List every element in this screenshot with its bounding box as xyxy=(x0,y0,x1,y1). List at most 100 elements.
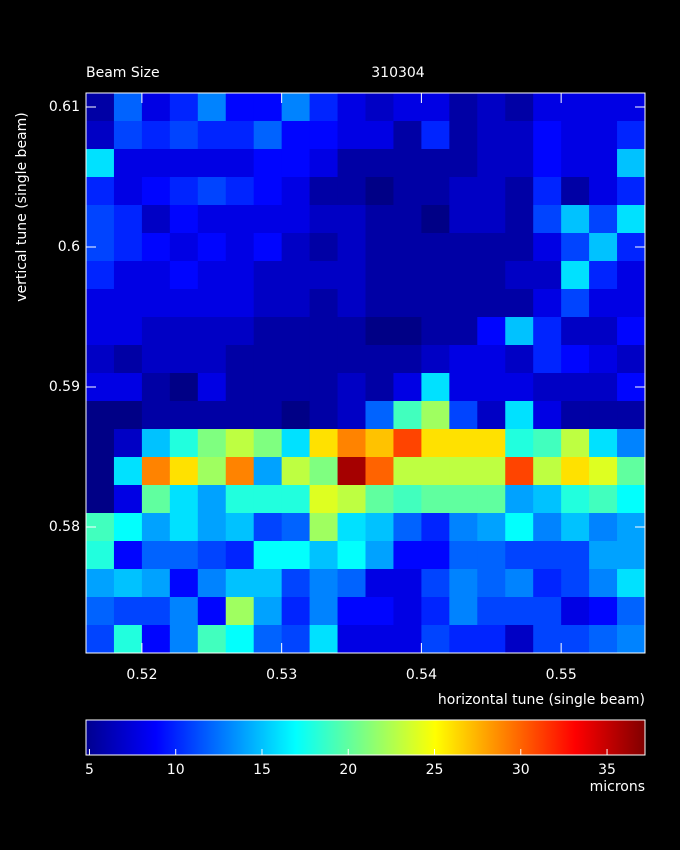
heatmap-cell xyxy=(421,429,450,458)
heatmap-cell xyxy=(533,289,562,318)
heatmap-cell xyxy=(309,597,339,626)
heatmap-cell xyxy=(309,233,339,262)
heatmap-cell xyxy=(449,597,478,626)
heatmap-cell xyxy=(449,625,478,654)
heatmap-cell xyxy=(393,121,422,150)
heatmap-cell xyxy=(617,597,646,626)
heatmap-cell xyxy=(477,121,506,150)
heatmap-cell xyxy=(337,429,366,458)
colorbar-tick-label: 30 xyxy=(512,762,530,778)
colorbar-tick-label: 20 xyxy=(339,762,357,778)
heatmap-cell xyxy=(477,93,506,122)
heatmap-cell xyxy=(533,93,562,122)
heatmap-cell xyxy=(365,569,394,598)
heatmap-cell xyxy=(561,289,590,318)
heatmap-cell xyxy=(337,513,366,542)
y-axis-label: vertical tune (single beam) xyxy=(14,112,30,302)
heatmap-cell xyxy=(393,485,422,514)
heatmap-cell xyxy=(365,317,394,346)
heatmap-cell xyxy=(477,205,506,234)
heatmap-cell xyxy=(421,401,450,430)
heatmap-cell xyxy=(561,149,590,178)
heatmap-cell xyxy=(86,597,115,626)
heatmap-cell xyxy=(477,625,506,654)
heatmap-cell xyxy=(449,373,478,402)
heatmap-cell xyxy=(113,485,143,514)
heatmap-cell xyxy=(421,177,450,206)
heatmap-cell xyxy=(309,205,339,234)
heatmap-cell xyxy=(617,317,646,346)
heatmap-cell xyxy=(449,121,478,150)
heatmap-cell xyxy=(449,429,478,458)
heatmap-cell xyxy=(449,93,478,122)
heatmap-cell xyxy=(505,317,534,346)
heatmap-cell xyxy=(281,373,311,402)
heatmap-cell xyxy=(617,289,646,318)
heatmap-cell xyxy=(197,233,227,262)
heatmap-cell xyxy=(197,93,227,122)
heatmap-cell xyxy=(617,205,646,234)
heatmap-cell xyxy=(337,177,366,206)
heatmap-cell xyxy=(561,429,590,458)
heatmap-cell xyxy=(561,569,590,598)
heatmap-cell xyxy=(365,93,394,122)
heatmap-cell xyxy=(253,597,283,626)
heatmap-cell xyxy=(561,261,590,290)
heatmap-cell xyxy=(113,457,143,486)
colorbar-tick-label: 15 xyxy=(253,762,271,778)
heatmap-cell xyxy=(505,457,534,486)
heatmap-cell xyxy=(393,317,422,346)
heatmap-cell xyxy=(309,625,339,654)
heatmap-cell xyxy=(141,457,171,486)
heatmap-cell xyxy=(113,429,143,458)
heatmap-cell xyxy=(561,205,590,234)
heatmap-cell xyxy=(225,317,255,346)
heatmap-cell xyxy=(253,233,283,262)
heatmap-cell xyxy=(477,429,506,458)
heatmap-cell xyxy=(477,149,506,178)
heatmap-cell xyxy=(589,233,618,262)
heatmap-cell xyxy=(421,485,450,514)
heatmap-cell xyxy=(253,93,283,122)
heatmap-cell xyxy=(281,177,311,206)
heatmap-cell xyxy=(197,429,227,458)
heatmap-cell xyxy=(533,317,562,346)
heatmap-cell xyxy=(449,177,478,206)
heatmap-cell xyxy=(477,457,506,486)
heatmap-cell xyxy=(113,93,143,122)
heatmap-cell xyxy=(533,177,562,206)
heatmap-cell xyxy=(309,177,339,206)
heatmap-cell xyxy=(86,401,115,430)
heatmap-cell xyxy=(533,485,562,514)
colorbar-tick-label: 35 xyxy=(598,762,616,778)
heatmap-cell xyxy=(197,149,227,178)
heatmap-cell xyxy=(505,597,534,626)
heatmap-cell xyxy=(253,569,283,598)
heatmap-cell xyxy=(309,317,339,346)
heatmap-cell xyxy=(141,513,171,542)
heatmap-cell xyxy=(225,457,255,486)
heatmap-cell xyxy=(505,485,534,514)
heatmap-cell xyxy=(561,317,590,346)
heatmap-cell xyxy=(561,401,590,430)
heatmap-cell xyxy=(281,345,311,374)
heatmap-cell xyxy=(281,485,311,514)
heatmap-cell xyxy=(617,149,646,178)
heatmap-cell xyxy=(309,149,339,178)
heatmap-cell xyxy=(309,121,339,150)
chart-subtitle: 310304 xyxy=(371,65,425,81)
heatmap-cell xyxy=(393,233,422,262)
heatmap-cell xyxy=(505,569,534,598)
heatmap-cell xyxy=(561,457,590,486)
heatmap-cell xyxy=(281,625,311,654)
heatmap-cell xyxy=(169,457,199,486)
heatmap-cell xyxy=(393,569,422,598)
heatmap-cell xyxy=(533,457,562,486)
heatmap-cell xyxy=(393,345,422,374)
heatmap-cell xyxy=(617,569,646,598)
heatmap-cell xyxy=(421,625,450,654)
heatmap-cell xyxy=(141,597,171,626)
heatmap-cell xyxy=(169,429,199,458)
heatmap-cell xyxy=(533,121,562,150)
heatmap-cell xyxy=(617,429,646,458)
